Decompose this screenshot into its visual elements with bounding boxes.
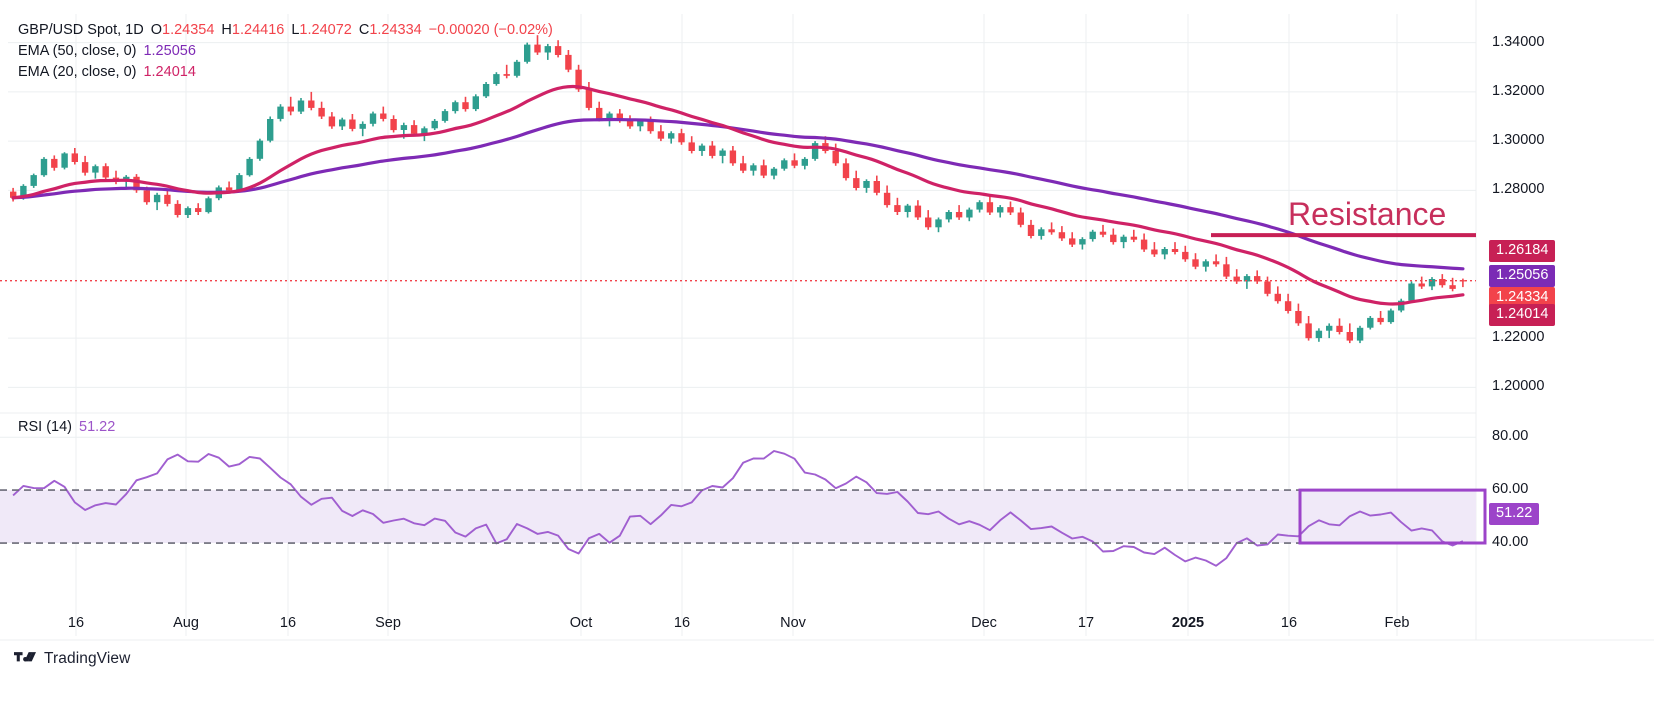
price-tick-label: 1.20000 [1492, 378, 1545, 394]
price-tick-label: 1.32000 [1492, 83, 1545, 99]
rsi-legend[interactable]: RSI (14) 51.22 [18, 419, 115, 435]
rsi-label: RSI (14) [18, 419, 72, 435]
rsi-value-badge[interactable]: 51.22 [1489, 503, 1540, 525]
date-tick-label: 16 [673, 615, 691, 631]
tradingview-logo[interactable]: TradingView [14, 650, 130, 668]
tradingview-logo-icon [14, 651, 36, 661]
date-tick-label: Feb [1384, 615, 1410, 631]
rsi-tick-label: 80.00 [1492, 428, 1529, 444]
legend-ema50-row[interactable]: EMA (50, close, 0) 1.25056 [18, 41, 553, 62]
price-tick-label: 1.30000 [1492, 132, 1545, 148]
tradingview-logo-text: TradingView [44, 650, 131, 667]
ema20-label: EMA (20, close, 0) [18, 64, 137, 80]
date-tick-label: Sep [375, 615, 401, 631]
ema20-value: 1.24014 [143, 64, 196, 80]
date-tick-label: 2025 [1171, 615, 1205, 631]
resistance-annotation-label[interactable]: Resistance [1288, 196, 1447, 232]
price-tick-label: 1.34000 [1492, 34, 1545, 50]
change-value: −0.00020 (−0.02%) [428, 22, 553, 38]
date-tick-label: Dec [971, 615, 997, 631]
high-label: H [221, 22, 232, 38]
legend-ohlc-row[interactable]: GBP/USD Spot, 1D O1.24354 H1.24416 L1.24072… [18, 20, 553, 41]
open-label: O [150, 22, 162, 38]
date-tick-label: 17 [1077, 615, 1095, 631]
date-tick-label: Aug [173, 615, 199, 631]
ema50-price-badge[interactable]: 1.25056 [1489, 265, 1556, 287]
close-label: C [358, 22, 370, 38]
ema50-label: EMA (50, close, 0) [18, 43, 137, 59]
rsi-value: 51.22 [79, 419, 116, 435]
symbol-label: GBP/USD Spot, 1D [18, 22, 144, 38]
date-tick-label: Nov [780, 615, 806, 631]
rsi-tick-label: 40.00 [1492, 534, 1529, 550]
legend-ema20-row[interactable]: EMA (20, close, 0) 1.24014 [18, 62, 553, 83]
last-price-badge[interactable]: 1.24334 [1489, 287, 1556, 309]
close-value: 1.24334 [369, 22, 422, 38]
low-label: L [291, 22, 300, 38]
ema50-value: 1.25056 [143, 43, 196, 59]
date-tick-label: Oct [569, 615, 593, 631]
rsi-tick-label: 60.00 [1492, 481, 1529, 497]
ema20-price-badge[interactable]: 1.24014 [1489, 304, 1556, 326]
price-tick-label: 1.22000 [1492, 329, 1545, 345]
date-tick-label: 16 [67, 615, 85, 631]
resistance-price-badge[interactable]: 1.26184 [1489, 240, 1556, 262]
low-value: 1.24072 [299, 22, 352, 38]
price-tick-label: 1.28000 [1492, 181, 1545, 197]
price-legend: GBP/USD Spot, 1D O1.24354 H1.24416 L1.24072… [18, 20, 553, 83]
date-tick-label: 16 [279, 615, 297, 631]
date-tick-label: 16 [1280, 615, 1298, 631]
high-value: 1.24416 [231, 22, 285, 38]
open-value: 1.24354 [162, 22, 215, 38]
